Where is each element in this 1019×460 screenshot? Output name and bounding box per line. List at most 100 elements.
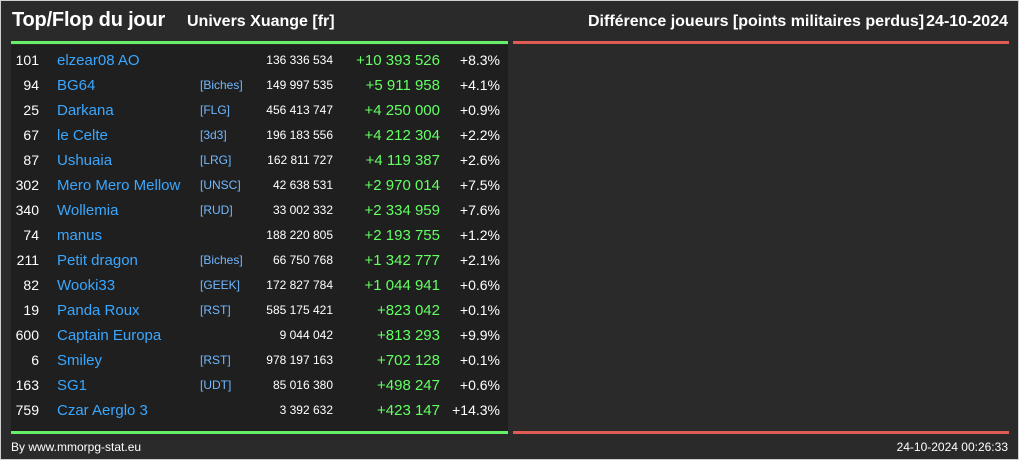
player-link[interactable]: le Celte [57, 127, 108, 144]
player-link[interactable]: Darkana [57, 102, 114, 119]
percentage-cell: +0.1% [459, 302, 500, 318]
player-link[interactable]: Smiley [57, 352, 103, 369]
bottom-green-divider [11, 431, 508, 434]
difference-cell: +4 250 000 [364, 102, 441, 119]
player-link[interactable]: Czar Aerglo 3 [57, 402, 148, 419]
rank-cell: 94 [23, 77, 39, 93]
table-row: 6 Smiley [RST] 978 197 163 +702 128 +0.1% [11, 348, 508, 373]
player-link[interactable]: Petit dragon [57, 252, 138, 269]
alliance-tag [200, 398, 254, 423]
player-link[interactable]: Panda Roux [57, 302, 140, 319]
alliance-tag[interactable]: [LRG] [200, 153, 232, 167]
alliance-tag[interactable]: [UNSC] [200, 178, 241, 192]
player-link[interactable]: SG1 [57, 377, 88, 394]
difference-cell: +10 393 526 [356, 52, 440, 69]
table-row: 302 Mero Mero Mellow [UNSC] 42 638 531 +2 97… [11, 173, 508, 198]
military-points-cell: 3 392 632 [279, 403, 333, 417]
alliance-tag[interactable]: [FLG] [200, 103, 231, 117]
percentage-cell: +0.1% [459, 352, 500, 368]
table-row: 163 SG1 [UDT] 85 016 380 +498 247 +0.6% [11, 373, 508, 398]
header: Top/Flop du jour Univers Xuange [fr] Dif… [1, 1, 1018, 41]
alliance-tag[interactable]: [RST] [200, 353, 231, 367]
military-points-cell: 978 197 163 [266, 353, 333, 367]
alliance-tag[interactable]: [3d3] [200, 128, 227, 142]
rank-cell: 67 [23, 127, 39, 143]
rank-cell: 87 [23, 152, 39, 168]
alliance-tag[interactable]: [UDT] [200, 378, 232, 392]
rank-cell: 82 [23, 277, 39, 293]
difference-cell: +423 147 [377, 402, 440, 419]
difference-cell: +5 911 958 [365, 77, 440, 94]
difference-cell: +498 247 [377, 377, 440, 394]
page-title: Top/Flop du jour [12, 9, 166, 31]
top-green-divider [11, 41, 508, 44]
bottom-red-divider [513, 431, 1009, 434]
player-link[interactable]: BG64 [57, 77, 96, 94]
date-label: 24-10-2024 [926, 13, 1008, 30]
military-points-cell: 33 002 332 [272, 203, 333, 217]
rank-cell: 25 [23, 102, 39, 118]
alliance-tag[interactable]: [GEEK] [200, 278, 241, 292]
percentage-cell: +0.9% [459, 102, 500, 118]
percentage-cell: +0.6% [459, 277, 500, 293]
difference-cell: +1 342 777 [364, 252, 441, 269]
difference-cell: +1 044 941 [364, 277, 441, 294]
universe-label: Univers Xuange [fr] [187, 13, 335, 30]
table-row: 74 manus 188 220 805 +2 193 755 +1.2% [11, 223, 508, 248]
rank-cell: 302 [15, 177, 39, 193]
panel-divider [508, 45, 513, 431]
difference-cell: +4 212 304 [364, 127, 441, 144]
percentage-cell: +2.1% [459, 252, 500, 268]
difference-cell: +2 334 959 [364, 202, 441, 219]
table-row: 19 Panda Roux [RST] 585 175 421 +823 042 +0.1… [11, 298, 508, 323]
rank-cell: 759 [15, 402, 39, 418]
rank-cell: 19 [23, 302, 39, 318]
alliance-tag[interactable]: [Biches] [200, 78, 243, 92]
flop-players-panel [513, 45, 1009, 431]
percentage-cell: +7.6% [459, 202, 500, 218]
percentage-cell: +8.3% [459, 52, 500, 68]
rank-cell: 101 [15, 52, 39, 68]
player-link[interactable]: Ushuaia [57, 152, 113, 169]
rank-cell: 340 [15, 202, 39, 218]
percentage-cell: +1.2% [459, 227, 500, 243]
player-link[interactable]: elzear08 AO [57, 52, 140, 69]
rank-cell: 74 [23, 227, 39, 243]
military-points-cell: 188 220 805 [266, 228, 333, 242]
alliance-tag[interactable]: [RUD] [200, 203, 233, 217]
percentage-cell: +4.1% [459, 77, 500, 93]
military-points-cell: 585 175 421 [266, 303, 333, 317]
player-link[interactable]: Wooki33 [57, 277, 116, 294]
difference-cell: +2 970 014 [364, 177, 441, 194]
rank-cell: 163 [15, 377, 39, 393]
player-link[interactable]: Mero Mero Mellow [57, 177, 181, 194]
alliance-tag[interactable]: [Biches] [200, 253, 243, 267]
alliance-tag [200, 223, 254, 248]
percentage-cell: +2.2% [459, 127, 500, 143]
player-link[interactable]: manus [57, 227, 103, 244]
table-row: 82 Wooki33 [GEEK] 172 827 784 +1 044 941 +0.6… [11, 273, 508, 298]
player-link[interactable]: Wollemia [57, 202, 119, 219]
table-row: 94 BG64 [Biches] 149 997 535 +5 911 958 +4.1% [11, 73, 508, 98]
military-points-cell: 196 183 556 [266, 128, 333, 142]
rank-cell: 600 [15, 327, 39, 343]
military-points-cell: 149 997 535 [266, 78, 333, 92]
metric-label: Différence joueurs [points militaires pe… [588, 13, 925, 30]
table-row: 87 Ushuaia [LRG] 162 811 727 +4 119 387 +2.6% [11, 148, 508, 173]
military-points-cell: 42 638 531 [272, 178, 333, 192]
table-row: 211 Petit dragon [Biches] 66 750 768 +1 342 … [11, 248, 508, 273]
military-points-cell: 136 336 534 [266, 53, 333, 67]
alliance-tag[interactable]: [RST] [200, 303, 231, 317]
percentage-cell: +7.5% [459, 177, 500, 193]
percentage-cell: +14.3% [452, 402, 500, 418]
alliance-tag [200, 323, 254, 348]
difference-cell: +823 042 [377, 302, 440, 319]
difference-cell: +813 293 [377, 327, 440, 344]
military-points-cell: 172 827 784 [266, 278, 333, 292]
timestamp-label: 24-10-2024 00:26:33 [896, 440, 1008, 454]
rank-cell: 211 [16, 252, 39, 268]
table-row: 101 elzear08 AO 136 336 534 +10 393 526 +8.3… [11, 48, 508, 73]
player-link[interactable]: Captain Europa [57, 327, 162, 344]
percentage-cell: +2.6% [459, 152, 500, 168]
